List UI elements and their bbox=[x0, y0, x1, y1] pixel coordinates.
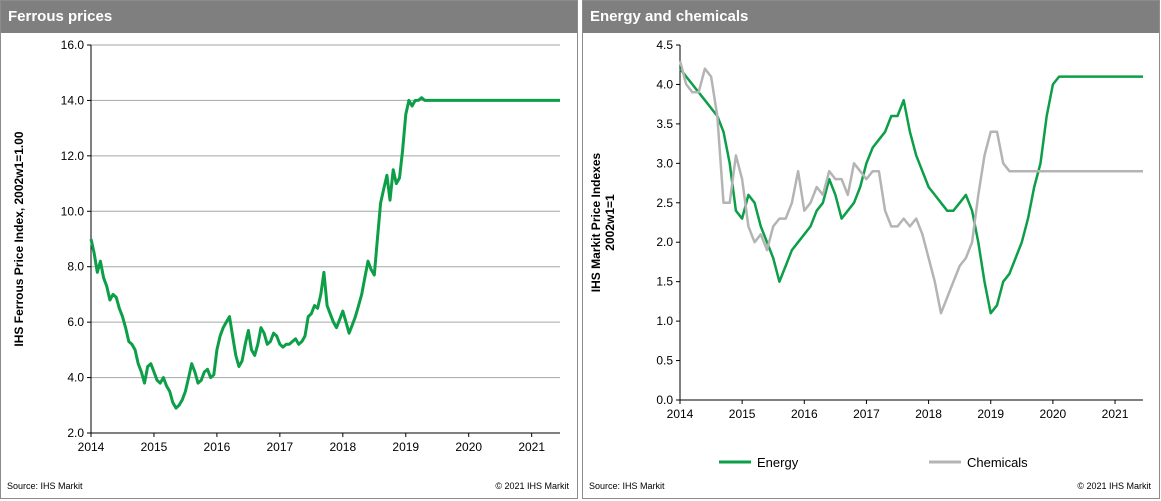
y-tick-label: 2.0 bbox=[656, 235, 673, 249]
x-tick-label: 2017 bbox=[267, 440, 294, 454]
y-tick-label: 14.0 bbox=[61, 93, 85, 107]
y-tick-label: 4.0 bbox=[656, 77, 673, 91]
x-tick-label: 2021 bbox=[1102, 407, 1129, 421]
energy-chemicals-chart: 0.0 0.5 1.0 1.5 2.0 2.5 3.0 3.5 4.0 4.5 2014 2015 20… bbox=[589, 38, 1143, 470]
panel-header: Ferrous prices bbox=[1, 1, 577, 33]
x-tick-label: 2021 bbox=[518, 440, 545, 454]
x-tick-label: 2018 bbox=[329, 440, 356, 454]
y-axis-label: IHS Markit Price Indexes bbox=[589, 152, 603, 292]
y-axis-label: IHS Ferrous Price Index, 2002w1=1.00 bbox=[12, 131, 26, 346]
x-tick-label: 2015 bbox=[141, 440, 168, 454]
x-tick-label: 2016 bbox=[204, 440, 231, 454]
panel-header: Energy and chemicals bbox=[583, 1, 1159, 33]
x-tick-label: 2014 bbox=[667, 407, 694, 421]
source-note: Source: IHS Markit bbox=[589, 481, 665, 491]
copyright-note: © 2021 IHS Markit bbox=[1077, 481, 1151, 491]
y-tick-label: 0.0 bbox=[656, 393, 673, 407]
y-tick-label: 2.5 bbox=[656, 196, 673, 210]
x-tick-label: 2020 bbox=[1040, 407, 1067, 421]
y-tick-label: 3.5 bbox=[656, 117, 673, 131]
series-line-chemicals bbox=[678, 60, 1143, 315]
x-tick-label: 2015 bbox=[729, 407, 756, 421]
y-tick-label: 4.5 bbox=[656, 38, 673, 52]
y-tick-label: 6.0 bbox=[67, 315, 84, 329]
x-tick-label: 2016 bbox=[791, 407, 818, 421]
panel-title: Ferrous prices bbox=[8, 8, 113, 25]
legend-label: Energy bbox=[757, 455, 799, 470]
ferrous-chart-panel: Ferrous prices 2.0 4.0 6.0 8.0 10.0 12.0 14.0 1… bbox=[0, 0, 578, 499]
series-line-ferrous bbox=[89, 96, 560, 410]
series-line-energy bbox=[679, 67, 1143, 315]
y-tick-label: 1.5 bbox=[656, 275, 673, 289]
x-tick-label: 2019 bbox=[977, 407, 1004, 421]
y-tick-label: 4.0 bbox=[67, 371, 84, 385]
legend-label: Chemicals bbox=[967, 455, 1028, 470]
y-tick-label: 8.0 bbox=[67, 260, 84, 274]
y-tick-label: 0.5 bbox=[656, 354, 673, 368]
y-tick-label: 12.0 bbox=[61, 149, 85, 163]
panel-title: Energy and chemicals bbox=[590, 8, 749, 25]
x-tick-label: 2018 bbox=[915, 407, 942, 421]
x-tick-label: 2017 bbox=[853, 407, 880, 421]
y-tick-label: 2.0 bbox=[67, 426, 84, 440]
y-tick-label: 16.0 bbox=[61, 38, 85, 52]
y-tick-label: 1.0 bbox=[656, 314, 673, 328]
y-tick-label: 3.0 bbox=[656, 156, 673, 170]
source-note: Source: IHS Markit bbox=[7, 481, 83, 491]
energy-chemicals-chart-panel: Energy and chemicals 0.0 0.5 1.0 1.5 2.0 2.5 3… bbox=[582, 0, 1160, 499]
x-tick-label: 2014 bbox=[78, 440, 105, 454]
x-tick-label: 2019 bbox=[392, 440, 419, 454]
copyright-note: © 2021 IHS Markit bbox=[495, 481, 569, 491]
ferrous-chart: 2.0 4.0 6.0 8.0 10.0 12.0 14.0 16.0 2014 2015 2016… bbox=[12, 38, 560, 454]
y-tick-label: 10.0 bbox=[61, 204, 85, 218]
y-axis-label: 2002w1=1 bbox=[603, 194, 617, 251]
x-tick-label: 2020 bbox=[455, 440, 482, 454]
